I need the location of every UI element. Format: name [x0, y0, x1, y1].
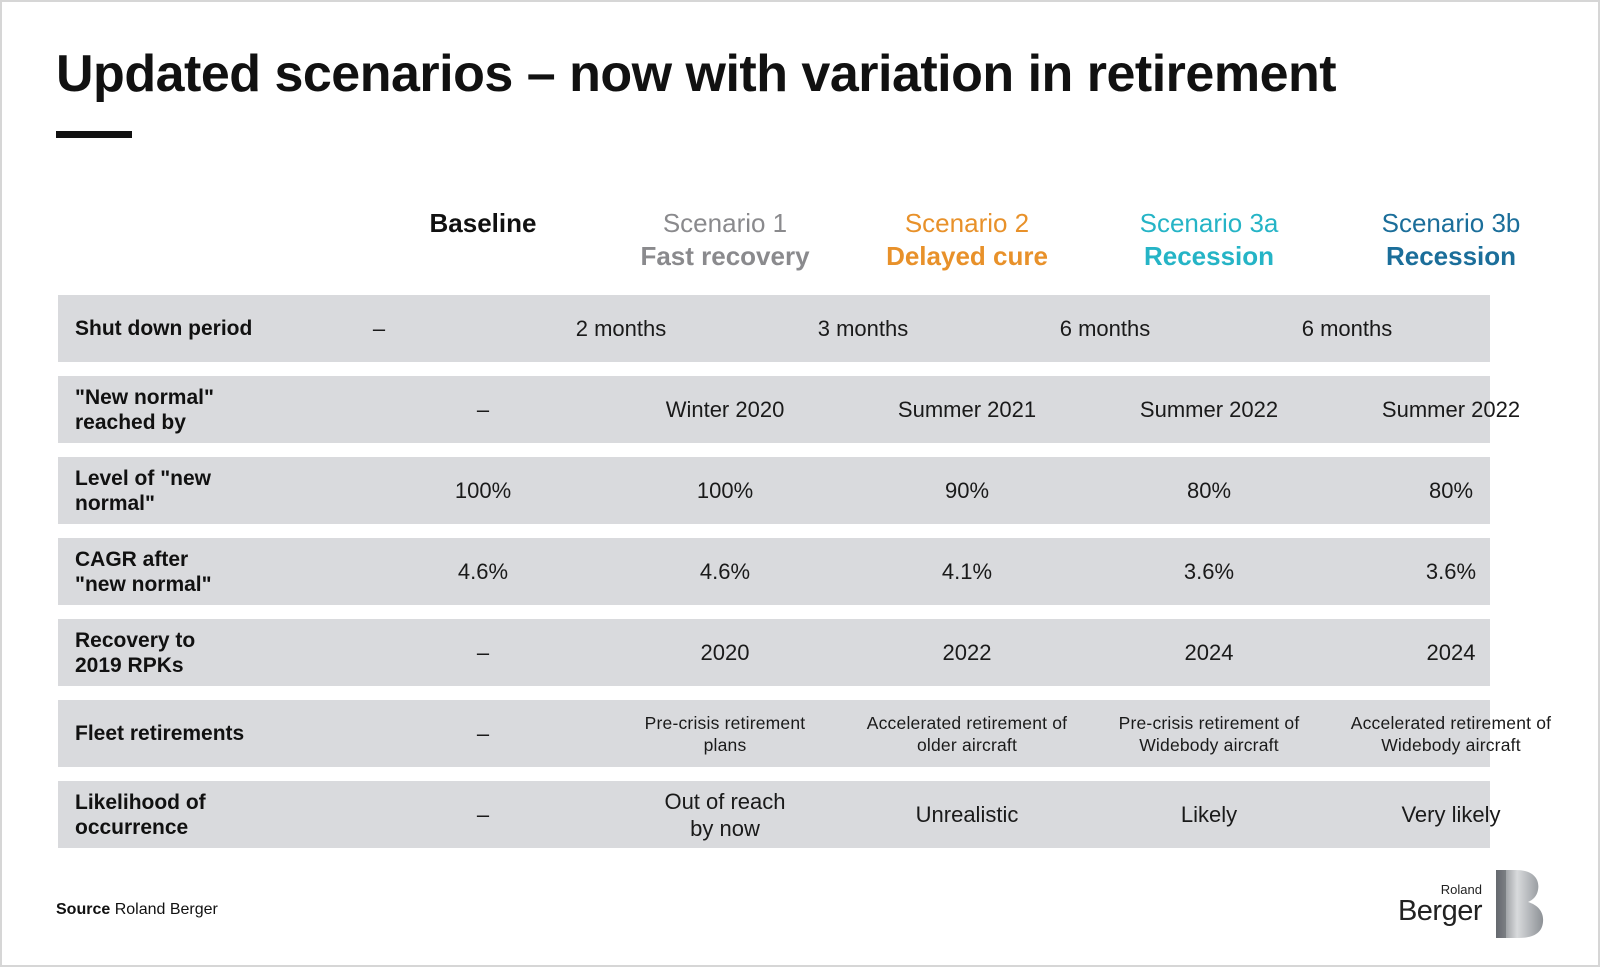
cell-scenario-1: 4.6% — [699, 559, 751, 584]
cell-scenario-1: Winter 2020 — [665, 397, 785, 422]
row-label: Likelihood of occurrence — [58, 790, 362, 840]
cell-scenario-3b: Summer 2022 — [1381, 397, 1521, 422]
cell-scenario-1: Pre-crisis retirement plans — [604, 712, 846, 756]
row-label: Recovery to 2019 RPKs — [58, 628, 362, 678]
cell-scenario-1: 100% — [696, 478, 754, 503]
row-label: "New normal" reached by — [58, 385, 362, 435]
logo-text-line1: Roland — [1440, 882, 1482, 897]
cell-scenario-3b: 3.6% — [1425, 559, 1477, 584]
table-row-recovery-to-2019-rpks: Recovery to 2019 RPKs – 2020 2022 2024 2… — [58, 619, 1490, 686]
cell-baseline: – — [476, 721, 490, 746]
cell-scenario-2: 4.1% — [941, 559, 993, 584]
column-header-subtitle: Fast recovery — [640, 241, 810, 271]
cell-scenario-3b: 2024 — [1426, 640, 1476, 665]
cell-baseline: – — [476, 640, 490, 665]
cell-text: Accelerated retirement of Widebody aircr… — [1350, 712, 1552, 755]
cell-scenario-2: 2022 — [942, 640, 992, 665]
source-label: Source — [56, 901, 111, 918]
cell-scenario-3a: 6 months — [1059, 316, 1151, 341]
row-label-text: Likelihood of occurrence — [75, 790, 206, 839]
row-label: Fleet retirements — [75, 722, 245, 745]
cell-scenario-2: Summer 2021 — [897, 397, 1037, 422]
table-row-shut-down-period: Shut down period – 2 months 3 months 6 m… — [58, 295, 1490, 362]
column-header-title: Scenario 3b — [1381, 208, 1521, 238]
cell-scenario-1: 2020 — [700, 640, 750, 665]
table-row-new-normal-reached-by: "New normal" reached by – Winter 2020 Su… — [58, 376, 1520, 443]
scenario-table: Baseline Scenario 1 Fast recovery Scenar… — [58, 207, 1551, 848]
header-spacer — [58, 207, 362, 287]
cell-text: Accelerated retirement of older aircraft — [866, 712, 1068, 755]
row-label-text: Recovery to 2019 RPKs — [75, 628, 196, 677]
row-label: Level of "new normal" — [58, 466, 362, 516]
cell-baseline: – — [476, 397, 490, 422]
cell-baseline: – — [476, 802, 490, 827]
column-header-title: Scenario 3a — [1139, 208, 1279, 238]
roland-berger-b-logo-icon — [1496, 870, 1544, 938]
column-header-title: Scenario 1 — [662, 208, 788, 238]
row-label: CAGR after "new normal" — [58, 547, 362, 597]
column-header-scenario-2: Scenario 2 Delayed cure — [846, 207, 1088, 287]
cell-scenario-3a: 3.6% — [1183, 559, 1235, 584]
row-label-text: Level of "new normal" — [75, 466, 211, 515]
source-note: Source Roland Berger — [56, 901, 218, 919]
logo-text-line2: Berger — [1397, 895, 1483, 927]
cell-scenario-1: Out of reach by now — [604, 788, 846, 842]
column-header-title: Baseline — [429, 208, 537, 238]
cell-text: Pre-crisis retirement plans — [644, 712, 806, 755]
table-row-level-of-new-normal: Level of "new normal" 100% 100% 90% 80% … — [58, 457, 1490, 524]
cell-scenario-2: 90% — [944, 478, 990, 503]
cell-text: Pre-crisis retirement of Widebody aircra… — [1118, 712, 1300, 755]
row-label: Shut down period — [75, 317, 253, 340]
table-header-row: Baseline Scenario 1 Fast recovery Scenar… — [58, 207, 1521, 287]
company-logo: Roland Berger — [1398, 868, 1548, 943]
column-header-subtitle: Recession — [1385, 241, 1517, 271]
page-title: Updated scenarios – now with variation i… — [56, 45, 1337, 103]
column-header-baseline: Baseline — [362, 207, 604, 287]
cell-scenario-3a: Pre-crisis retirement of Widebody aircra… — [1088, 712, 1330, 756]
title-underline — [56, 131, 132, 138]
cell-scenario-3b: Accelerated retirement of Widebody aircr… — [1330, 712, 1572, 756]
row-label-text: CAGR after "new normal" — [75, 547, 212, 596]
cell-scenario-2: Accelerated retirement of older aircraft — [846, 712, 1088, 756]
cell-scenario-2: Unrealistic — [915, 802, 1019, 827]
cell-scenario-2: 3 months — [817, 316, 909, 341]
cell-text: Out of reach by now — [664, 788, 786, 841]
column-header-title: Scenario 2 — [904, 208, 1030, 238]
column-header-scenario-3a: Scenario 3a Recession — [1088, 207, 1330, 287]
cell-scenario-3b: 6 months — [1301, 316, 1393, 341]
column-header-subtitle: Recession — [1143, 241, 1275, 271]
column-header-subtitle: Delayed cure — [886, 241, 1048, 271]
source-text: Roland Berger — [114, 901, 218, 918]
cell-scenario-3a: 2024 — [1184, 640, 1234, 665]
cell-baseline: 100% — [454, 478, 512, 503]
cell-baseline: – — [372, 316, 386, 341]
table-row-likelihood-of-occurrence: Likelihood of occurrence – Out of reach … — [58, 781, 1501, 848]
table-row-cagr-after-new-normal: CAGR after "new normal" 4.6% 4.6% 4.1% 3… — [58, 538, 1490, 605]
table-row-fleet-retirements: Fleet retirements – Pre-crisis retiremen… — [58, 700, 1551, 767]
cell-scenario-1: 2 months — [575, 316, 667, 341]
row-label-text: "New normal" reached by — [75, 385, 214, 434]
cell-scenario-3a: Summer 2022 — [1139, 397, 1279, 422]
cell-scenario-3a: 80% — [1186, 478, 1232, 503]
column-header-scenario-3b: Scenario 3b Recession — [1330, 207, 1572, 287]
column-header-scenario-1: Scenario 1 Fast recovery — [604, 207, 846, 287]
cell-scenario-3a: Likely — [1180, 802, 1238, 827]
cell-baseline: 4.6% — [457, 559, 509, 584]
cell-scenario-3b: Very likely — [1401, 802, 1501, 827]
cell-scenario-3b: 80% — [1428, 478, 1474, 503]
